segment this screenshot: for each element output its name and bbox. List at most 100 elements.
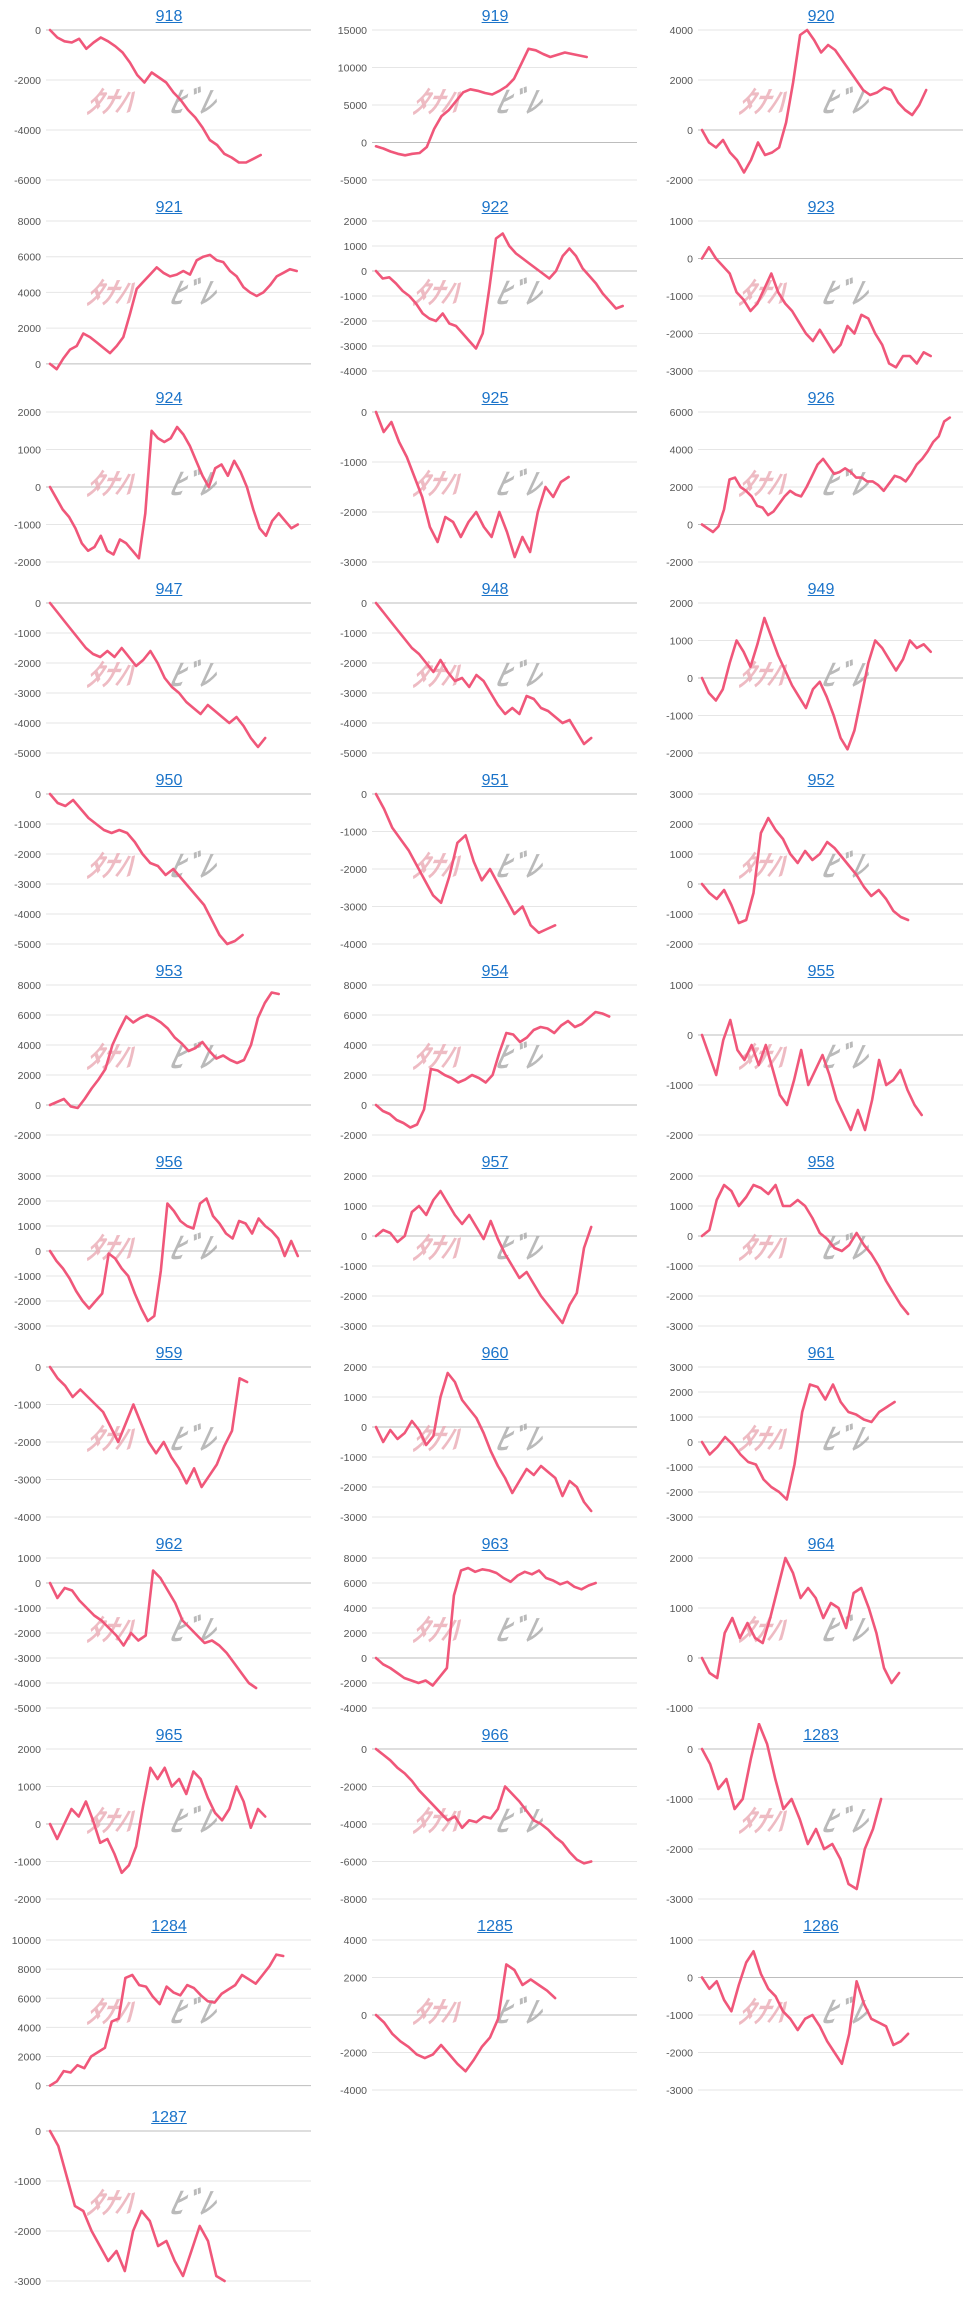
- chart-title-link[interactable]: 1285: [477, 1918, 513, 1935]
- chart-title-link[interactable]: 952: [807, 772, 835, 789]
- chart-title-link[interactable]: 956: [155, 1154, 183, 1171]
- chart-title-link[interactable]: 964: [807, 1536, 835, 1553]
- y-tick-label: 0: [361, 1100, 367, 1112]
- y-tick-label: -4000: [14, 125, 41, 137]
- y-tick-label: -2000: [14, 1628, 41, 1640]
- watermark-right-text: ﾋﾞﾚ: [492, 86, 546, 121]
- chart-panel-962: 1000 0 -1000 -2000 -3000 -4000 -5000 ﾀﾅﾊ ﾋﾞﾚ 962: [6, 1532, 332, 1724]
- watermark-left-text: ﾀﾅﾊ: [409, 1805, 463, 1840]
- chart-panel-922: 2000 1000 0 -1000 -2000 -3000 -4000 ﾀﾅﾊ ﾋﾞﾚ 922: [332, 195, 658, 387]
- chart-title-link[interactable]: 919: [481, 8, 509, 25]
- series-line: [48, 991, 281, 1110]
- series-line: [700, 28, 928, 174]
- y-tick-label: -2000: [14, 1130, 41, 1142]
- chart-panel-953: 8000 6000 4000 2000 0 -2000 ﾀﾅﾊ ﾋﾞﾚ 953: [6, 959, 332, 1151]
- series-line: [374, 1963, 557, 2073]
- y-tick-label: -2000: [340, 864, 367, 876]
- chart-title-link[interactable]: 963: [481, 1536, 509, 1553]
- watermark-left-text: ﾀﾅﾊ: [735, 1996, 789, 2031]
- chart-title-link[interactable]: 961: [807, 1345, 835, 1362]
- chart-panel-960: 2000 1000 0 -1000 -2000 -3000 ﾀﾅﾊ ﾋﾞﾚ 960: [332, 1341, 658, 1533]
- chart-title-link[interactable]: 962: [155, 1536, 183, 1553]
- watermark-right-text: ﾋﾞﾚ: [818, 1614, 872, 1649]
- chart-panel-957: 2000 1000 0 -1000 -2000 -3000 ﾀﾅﾊ ﾋﾞﾚ 957: [332, 1150, 658, 1342]
- line-chart-963: 8000 6000 4000 2000 0 -2000 -4000 ﾀﾅﾊ ﾋﾞﾚ: [340, 1553, 637, 1715]
- chart-title-link[interactable]: 953: [155, 963, 183, 980]
- watermark-left-text: ﾀﾅﾊ: [83, 1232, 137, 1267]
- series-line: [48, 1766, 267, 1875]
- chart-title-link[interactable]: 959: [155, 1345, 183, 1362]
- chart-title-link[interactable]: 921: [155, 199, 183, 216]
- y-tick-label: -2000: [666, 1487, 693, 1499]
- watermark-right-text: ﾋﾞﾚ: [166, 468, 220, 503]
- chart-title-link[interactable]: 922: [481, 199, 509, 216]
- y-tick-label: 15000: [338, 25, 367, 37]
- y-tick-label: -2000: [666, 557, 693, 569]
- chart-title-link[interactable]: 1286: [803, 1918, 839, 1935]
- y-tick-label: -1000: [340, 291, 367, 303]
- y-tick-label: -1000: [14, 2176, 41, 2188]
- chart-panel-958: 2000 1000 0 -1000 -2000 -3000 ﾀﾅﾊ ﾋﾞﾚ 958: [658, 1150, 979, 1342]
- y-tick-label: 0: [361, 1744, 367, 1756]
- chart-title-link[interactable]: 966: [481, 1727, 509, 1744]
- y-tick-label: 2000: [670, 1553, 694, 1565]
- chart-panel-966: 0 -2000 -4000 -6000 -8000 ﾀﾅﾊ ﾋﾞﾚ 966: [332, 1723, 658, 1915]
- chart-title-link[interactable]: 957: [481, 1154, 509, 1171]
- chart-title-link[interactable]: 1287: [151, 2109, 187, 2126]
- y-tick-label: -4000: [340, 718, 367, 730]
- chart-title-link[interactable]: 965: [155, 1727, 183, 1744]
- chart-title-link[interactable]: 948: [481, 581, 509, 598]
- y-tick-label: -2000: [666, 329, 693, 341]
- y-tick-label: 4000: [344, 1603, 368, 1615]
- chart-title-link[interactable]: 920: [807, 8, 835, 25]
- chart-title-link[interactable]: 1283: [803, 1727, 839, 1744]
- y-tick-label: 0: [35, 1819, 41, 1831]
- y-tick-label: -2000: [666, 1130, 693, 1142]
- watermark-right-text: ﾋﾞﾚ: [818, 1041, 872, 1076]
- chart-title-link[interactable]: 924: [155, 390, 183, 407]
- chart-panel-951: 0 -1000 -2000 -3000 -4000 ﾀﾅﾊ ﾋﾞﾚ 951: [332, 768, 658, 960]
- y-tick-label: 6000: [18, 1993, 42, 2005]
- watermark-right-text: ﾋﾞﾚ: [166, 277, 220, 312]
- y-tick-label: 1000: [670, 1935, 694, 1947]
- chart-title-link[interactable]: 950: [155, 772, 183, 789]
- chart-title-link[interactable]: 923: [807, 199, 835, 216]
- series-line: [48, 28, 262, 164]
- chart-title-link[interactable]: 951: [481, 772, 509, 789]
- y-tick-label: 0: [35, 25, 41, 37]
- y-tick-label: 0: [361, 598, 367, 610]
- chart-title-link[interactable]: 955: [807, 963, 835, 980]
- line-chart-957: 2000 1000 0 -1000 -2000 -3000 ﾀﾅﾊ ﾋﾞﾚ: [340, 1171, 637, 1333]
- line-chart-1287: 0 -1000 -2000 -3000 ﾀﾅﾊ ﾋﾞﾚ: [14, 2126, 311, 2288]
- chart-panel-963: 8000 6000 4000 2000 0 -2000 -4000 ﾀﾅﾊ ﾋﾞﾚ 963: [332, 1532, 658, 1724]
- watermark-left-text: ﾀﾅﾊ: [735, 1805, 789, 1840]
- y-tick-label: -4000: [340, 2085, 367, 2097]
- y-tick-label: -2000: [14, 2226, 41, 2238]
- series-line: [374, 601, 593, 746]
- chart-title-link[interactable]: 925: [481, 390, 509, 407]
- y-tick-label: -1000: [14, 520, 41, 532]
- y-tick-label: 0: [687, 1231, 693, 1243]
- chart-panel-1285: 4000 2000 0 -2000 -4000 ﾀﾅﾊ ﾋﾞﾚ 1285: [332, 1914, 658, 2106]
- y-tick-label: 0: [361, 407, 367, 419]
- y-tick-label: 0: [35, 359, 41, 371]
- watermark-right-text: ﾋﾞﾚ: [492, 1232, 546, 1267]
- watermark-left-text: ﾀﾅﾊ: [735, 468, 789, 503]
- chart-panel-955: 1000 0 -1000 -2000 ﾀﾅﾊ ﾋﾞﾚ 955: [658, 959, 979, 1151]
- watermark-right-text: ﾋﾞﾚ: [492, 659, 546, 694]
- chart-title-link[interactable]: 926: [807, 390, 835, 407]
- chart-title-link[interactable]: 960: [481, 1345, 509, 1362]
- y-tick-label: -4000: [340, 1703, 367, 1715]
- chart-title-link[interactable]: 949: [807, 581, 835, 598]
- chart-title-link[interactable]: 958: [807, 1154, 835, 1171]
- chart-title-link[interactable]: 1284: [151, 1918, 187, 1935]
- y-tick-label: -2000: [666, 748, 693, 760]
- line-chart-926: 6000 4000 2000 0 -2000 ﾀﾅﾊ ﾋﾞﾚ: [666, 407, 963, 569]
- chart-title-link[interactable]: 954: [481, 963, 509, 980]
- y-tick-label: -2000: [666, 1844, 693, 1856]
- chart-title-link[interactable]: 918: [155, 8, 183, 25]
- chart-title-link[interactable]: 947: [155, 581, 183, 598]
- series-line: [700, 416, 952, 534]
